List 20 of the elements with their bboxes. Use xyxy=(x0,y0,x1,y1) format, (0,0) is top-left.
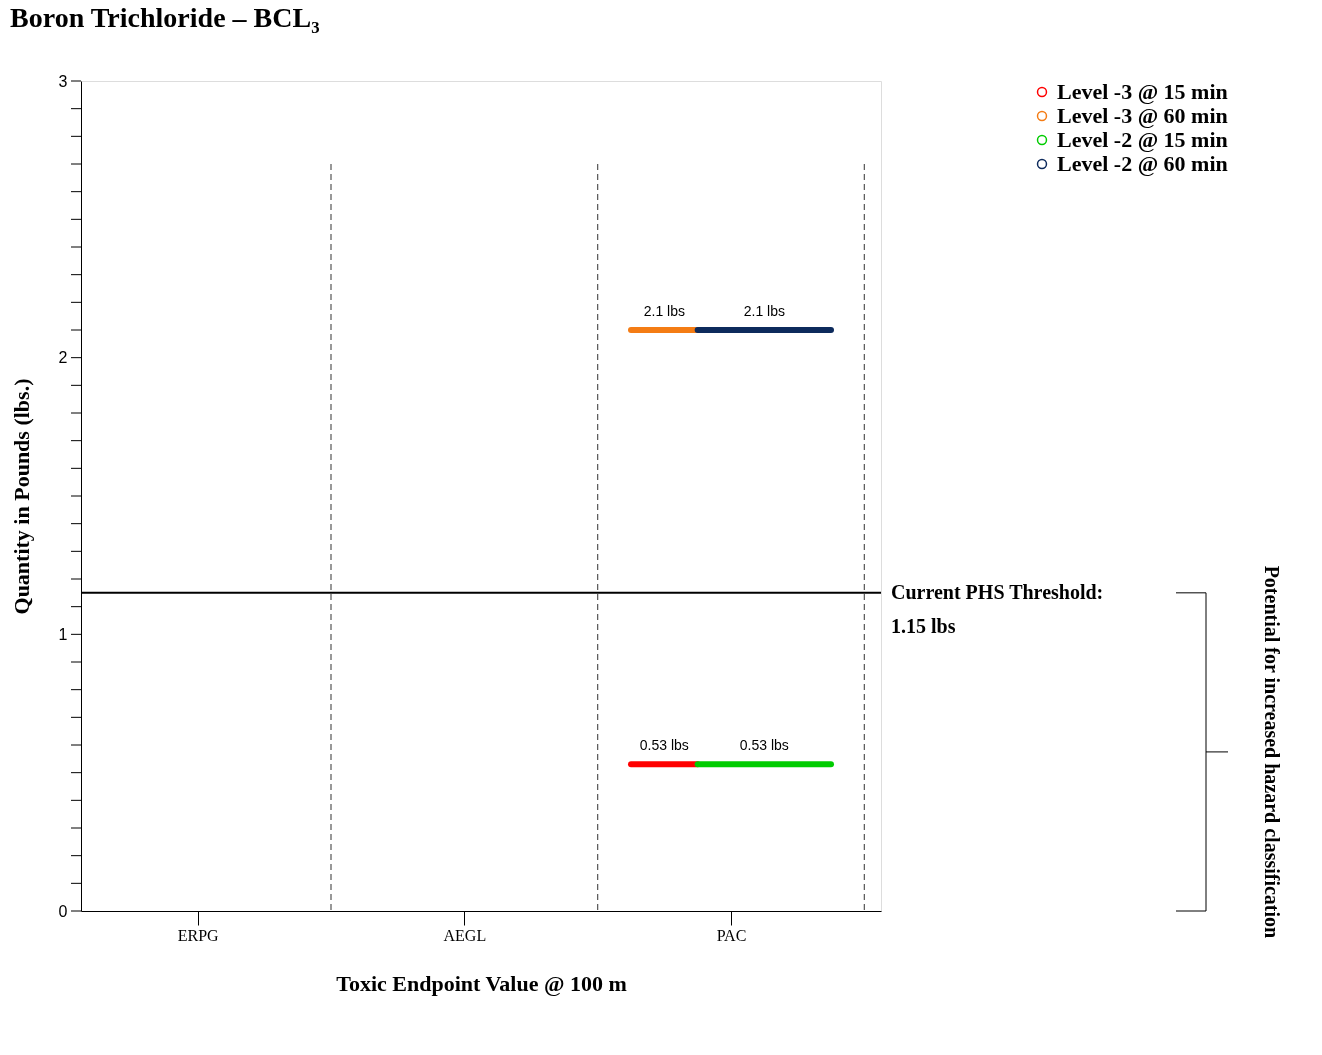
y-axis-title: Quantity in Pounds (lbs.) xyxy=(8,378,34,615)
data-label: 2.1 lbs xyxy=(743,303,785,319)
y-tick-label: 3 xyxy=(58,72,68,90)
data-label: 0.53 lbs xyxy=(739,737,789,754)
x-tick-label: ERPG xyxy=(177,926,220,944)
legend-label: Level -3 @ 60 min xyxy=(1057,103,1228,128)
y-tick-label: 0 xyxy=(58,902,68,920)
data-label: 0.53 lbs xyxy=(639,737,689,754)
text: Potential for increased hazard classification xyxy=(1261,565,1283,939)
data-label: 2.1 lbs xyxy=(643,303,685,319)
legend-label: Level -2 @ 60 min xyxy=(1057,151,1228,176)
legend-label: Level -2 @ 15 min xyxy=(1057,127,1228,152)
y-tick-label: 2 xyxy=(58,349,68,367)
x-tick-label: AEGL xyxy=(443,926,487,944)
chart-title: Boron Trichloride – BCL₃ xyxy=(10,2,320,33)
x-tick-label: PAC xyxy=(716,926,747,944)
ref-line-label: Current PHS Threshold: 1.15 lbs xyxy=(891,580,1104,637)
y-tick-label: 1 xyxy=(58,625,68,643)
legend-label: Level -3 @ 15 min xyxy=(1057,79,1228,104)
x-axis-title: Toxic Endpoint Value @ 100 m xyxy=(336,970,627,996)
